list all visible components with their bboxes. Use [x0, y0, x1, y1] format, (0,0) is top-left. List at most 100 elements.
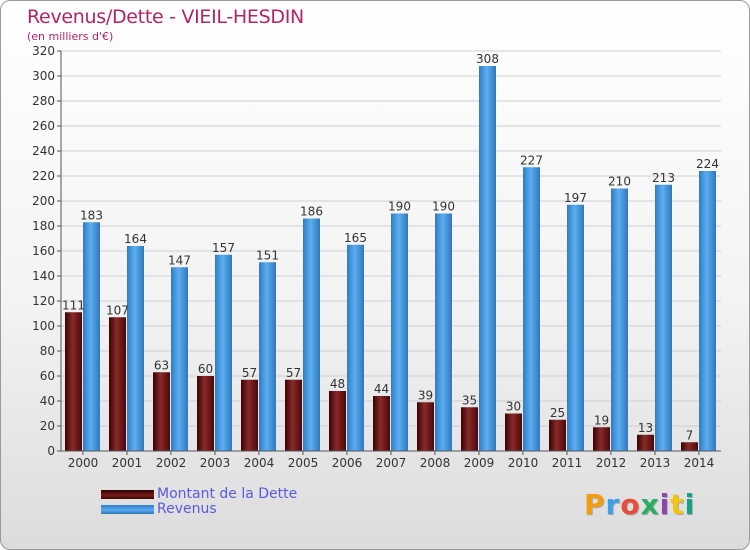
data-label-revenus: 197 — [564, 191, 587, 205]
bar-revenus — [479, 66, 496, 451]
proxiti-logo: Proxiti — [584, 488, 695, 521]
data-label-revenus: 186 — [300, 205, 323, 219]
data-label-revenus: 308 — [476, 52, 499, 66]
bar-dette — [241, 379, 258, 451]
data-label-revenus: 151 — [256, 248, 279, 262]
bar-revenus — [523, 167, 540, 451]
x-tick-label: 2012 — [596, 456, 627, 470]
bar-revenus — [347, 244, 364, 451]
data-label-dette: 44 — [374, 382, 389, 396]
logo-letter: o — [620, 488, 641, 521]
x-tick-label: 2009 — [464, 456, 495, 470]
x-tick-label: 2004 — [244, 456, 275, 470]
bar-dette — [637, 434, 654, 451]
data-label-dette: 48 — [330, 377, 345, 391]
chart-subtitle: (en milliers d'€) — [27, 30, 114, 43]
y-tick-label: 180 — [32, 219, 55, 233]
x-tick-label: 2008 — [420, 456, 451, 470]
bar-dette — [109, 317, 126, 451]
y-tick-label: 320 — [32, 44, 55, 58]
logo-letter: t — [670, 488, 685, 521]
data-label-dette: 35 — [462, 393, 477, 407]
logo-letter: x — [640, 488, 660, 521]
x-tick-label: 2005 — [288, 456, 319, 470]
bar-dette — [461, 407, 478, 451]
data-label-dette: 107 — [106, 303, 129, 317]
y-tick-label: 160 — [32, 244, 55, 258]
x-tick-label: 2006 — [332, 456, 363, 470]
data-label-dette: 111 — [62, 298, 85, 312]
data-label-dette: 30 — [506, 400, 521, 414]
x-tick-label: 2001 — [112, 456, 143, 470]
x-tick-label: 2014 — [684, 456, 715, 470]
bar-dette — [197, 376, 214, 451]
data-label-revenus: 210 — [608, 175, 631, 189]
data-label-revenus: 147 — [168, 253, 191, 267]
data-label-revenus: 190 — [432, 200, 455, 214]
y-axis: 0 20 40 60 80 100 120 140 160 180 200 220 240 260 280 3… — [32, 44, 62, 458]
chart-title: Revenus/Dette - VIEIL-HESDIN — [27, 6, 304, 28]
y-tick-label: 280 — [32, 94, 55, 108]
x-tick-label: 2010 — [508, 456, 539, 470]
data-label-dette: 60 — [198, 362, 213, 376]
data-label-revenus: 164 — [124, 232, 147, 246]
y-tick-label: 240 — [32, 144, 55, 158]
bar-revenus — [171, 267, 188, 451]
data-label-dette: 57 — [242, 366, 257, 380]
data-label-revenus: 165 — [344, 231, 367, 245]
legend-label-dette: Montant de la Dette — [157, 486, 298, 502]
data-label-dette: 39 — [418, 388, 433, 402]
bar-dette — [593, 427, 610, 451]
y-tick-label: 120 — [32, 294, 55, 308]
data-label-dette: 7 — [686, 428, 694, 442]
data-label-dette: 13 — [638, 421, 653, 435]
data-label-revenus: 224 — [696, 157, 719, 171]
bar-revenus — [215, 254, 232, 451]
y-tick-label: 60 — [40, 369, 55, 383]
y-tick-label: 20 — [40, 419, 55, 433]
y-tick-label: 40 — [40, 394, 55, 408]
bar-revenus — [303, 218, 320, 451]
bar-revenus — [611, 188, 628, 451]
bar-dette — [417, 402, 434, 451]
data-label-dette: 25 — [550, 406, 565, 420]
x-tick-label: 2000 — [68, 456, 99, 470]
y-tick-label: 80 — [40, 344, 55, 358]
bar-dette — [285, 379, 302, 451]
bar-dette — [681, 442, 698, 451]
y-tick-label: 260 — [32, 119, 55, 133]
bar-revenus — [435, 213, 452, 451]
x-tick-label: 2011 — [552, 456, 583, 470]
logo-letter: i — [684, 488, 696, 521]
bar-revenus — [699, 171, 716, 451]
x-tick-label: 2007 — [376, 456, 407, 470]
y-tick-label: 0 — [47, 444, 55, 458]
x-tick-label: 2002 — [156, 456, 187, 470]
bar-dette — [373, 396, 390, 451]
logo-letter: P — [584, 488, 606, 521]
x-tick-label: 2013 — [640, 456, 671, 470]
bar-dette — [549, 419, 566, 451]
bar-dette — [505, 413, 522, 451]
y-tick-label: 100 — [32, 319, 55, 333]
bar-revenus — [83, 222, 100, 451]
data-label-revenus: 157 — [212, 241, 235, 255]
bar-revenus — [567, 204, 584, 451]
bars — [65, 66, 716, 451]
data-label-revenus: 227 — [520, 153, 543, 167]
bar-dette — [153, 372, 170, 451]
bar-dette — [65, 312, 82, 451]
bar-revenus — [127, 246, 144, 451]
y-tick-label: 300 — [32, 69, 55, 83]
bar-revenus — [655, 184, 672, 451]
x-tick-label: 2003 — [200, 456, 231, 470]
x-axis: 2000 2001 2002 2003 2004 2005 2006 2007 2008 2009… — [61, 450, 721, 470]
legend-label-revenus: Revenus — [157, 501, 217, 517]
logo-letter: r — [605, 488, 621, 521]
data-label-revenus: 190 — [388, 200, 411, 214]
data-label-dette: 19 — [594, 413, 609, 427]
data-label-revenus: 213 — [652, 171, 675, 185]
y-tick-label: 200 — [32, 194, 55, 208]
y-tick-label: 220 — [32, 169, 55, 183]
